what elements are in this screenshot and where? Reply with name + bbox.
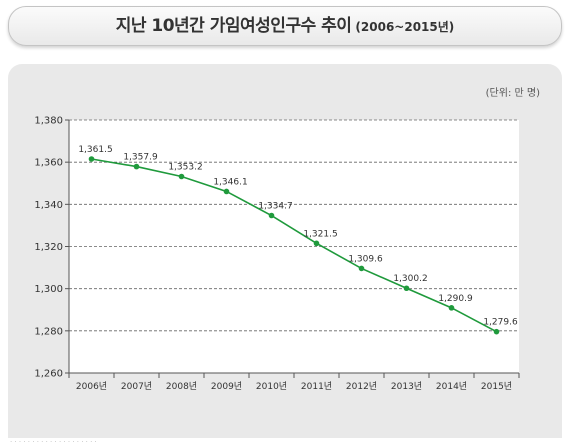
y-tick-label: 1,360 (34, 158, 63, 169)
chart-panel: (단위: 만 명) 1,260 1,280 1,300 1,320 1,340 1,360… (8, 64, 562, 438)
unit-label: (단위: 만 명) (485, 88, 540, 99)
chart-title-bar: 지난 10년간 가임여성인구수 추이 (2006~2015년) (8, 6, 562, 46)
x-tick-label: 2006년 (76, 381, 107, 392)
data-label: 1,309.6 (348, 254, 383, 264)
footnote-strip: · · · · · · · · · · · · · · · · · · · · (10, 438, 97, 446)
data-label: 1,321.5 (303, 229, 337, 239)
data-label: 1,290.9 (438, 294, 473, 304)
x-tick-label: 2011년 (301, 381, 332, 392)
y-tick-label: 1,280 (34, 326, 63, 337)
x-tick-label: 2013년 (391, 381, 422, 392)
series-line (91, 158, 497, 333)
line-chart: 1,260 1,280 1,300 1,320 1,340 1,360 1,380 2006년… (34, 116, 520, 392)
y-tick-label: 1,380 (34, 116, 63, 127)
data-point (448, 305, 455, 311)
data-label: 1,353.2 (168, 163, 202, 173)
data-label: 1,300.2 (393, 274, 427, 284)
data-point (403, 285, 410, 292)
data-label: 1,361.5 (78, 145, 112, 155)
x-tick-label: 2008년 (166, 381, 197, 392)
chart-title: 지난 10년간 가임여성인구수 추이 (115, 16, 352, 36)
x-tick-label: 2007년 (121, 381, 152, 392)
data-point (88, 156, 95, 162)
chart-subtitle: (2006~2015년) (355, 20, 455, 34)
data-point (133, 163, 140, 170)
x-tick-label: 2009년 (211, 381, 242, 392)
y-tick-label: 1,300 (34, 284, 63, 295)
x-tick-label: 2010년 (256, 381, 287, 392)
data-point (178, 173, 185, 180)
y-tick-label: 1,260 (34, 369, 63, 380)
data-point (358, 265, 365, 272)
data-label: 1,279.6 (483, 318, 518, 328)
data-point (493, 328, 500, 335)
data-point (313, 240, 320, 247)
x-tick-label: 2014년 (436, 381, 467, 392)
y-tick-label: 1,340 (34, 200, 63, 211)
y-tick-label: 1,320 (34, 242, 63, 253)
data-label: 1,346.1 (213, 177, 247, 187)
data-label: 1,357.9 (123, 153, 158, 163)
x-tick-label: 2015년 (481, 381, 512, 392)
data-point (223, 188, 230, 195)
data-point (268, 212, 275, 219)
data-label: 1,334.7 (258, 202, 292, 212)
x-tick-label: 2012년 (346, 381, 377, 392)
